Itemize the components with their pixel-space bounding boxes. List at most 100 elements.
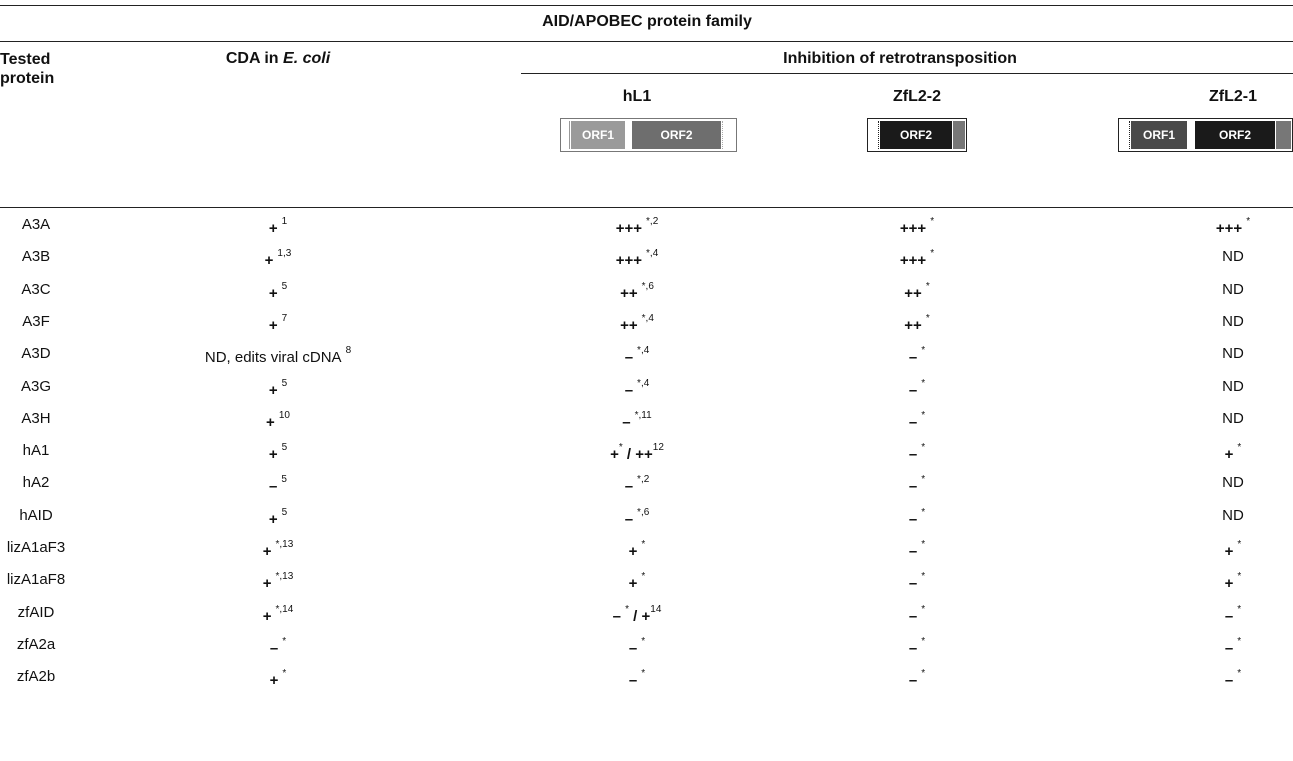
cda-value: + [268,220,278,237]
cda-value: + [268,285,278,302]
hl1-sup: 14 [650,604,662,615]
zfl21-cell: – * [1225,636,1241,657]
cda-value: – [269,478,278,495]
zfl22-cell: ++ * [904,281,929,302]
zfl22-superscript: * [921,636,926,647]
zfl22-superscript: * [925,313,930,324]
zfl21-cell: + * [1225,442,1242,463]
zfl21-superscript: * [1237,636,1242,647]
cda-value: + [268,317,278,334]
zfl22-superscript: * [921,474,926,485]
zfl22-value: – [908,672,918,689]
row-protein-label: hAID [19,507,53,524]
zfl22-value: – [908,575,918,592]
zfl21-value: – [1224,672,1234,689]
hl1-orf1-segment: ORF1 [571,121,625,149]
zfl22-value: – [908,640,918,657]
row-protein-label: A3A [21,216,51,233]
hl1-cell: ++ *,4 [620,313,654,334]
hl1-superscript: *,2 [637,474,650,485]
cda-value: + [266,414,275,431]
zfl22-superscript: * [921,410,926,421]
zfl21-superscript: * [1237,571,1242,582]
zfl21-orf2-label: ORF2 [1218,128,1251,142]
row-protein-label: A3C [21,281,51,298]
row-protein-label: A3G [20,378,52,395]
hl1-superscript: *,6 [641,281,654,292]
hl1-orf2-segment: ORF2 [632,121,721,149]
hl1-cell: – *,11 [622,410,651,431]
hl1-value: – [622,414,631,431]
hl1-left-utr [562,121,570,149]
hl1-value: – [624,349,634,366]
zfl22-superscript: * [925,281,930,292]
zfl21-value: ND [1222,248,1244,265]
header-bottom-rule [0,207,1293,208]
hl1-cell: – * [629,636,645,657]
zfl22-value: – [908,543,918,560]
zfl21-header: ZfL2-1 [1209,88,1257,105]
zfl21-superscript: * [1246,216,1251,227]
hl1-part: / ++ [622,446,653,463]
zfl21-value: + [1224,543,1234,560]
hl1-part: – [612,608,626,625]
zfl22-header: ZfL2-2 [893,88,941,105]
zfl22-cell: +++ * [900,216,934,237]
hl1-value: + [628,575,638,592]
hl1-cell: + * [629,539,646,560]
zfl21-value: – [1224,608,1234,625]
cda-header: CDA in E. coli [226,50,330,68]
cda-cell: + *,13 [263,571,294,592]
zfl22-cell: – * [909,571,925,592]
hl1-superscript: *,4 [637,345,650,356]
cda-value: + [262,543,272,560]
zfl22-superscript: * [921,604,926,615]
cda-cell: + * [270,668,287,689]
zfl22-value: – [908,608,918,625]
cda-cell: +5 [269,442,287,463]
zfl21-value: ND [1222,313,1244,330]
hl1-cell: +++ *,2 [616,216,659,237]
zfl22-cell: – * [909,636,925,657]
cda-superscript: 10 [278,410,290,421]
cda-superscript: 5 [281,442,288,453]
hl1-superscript: * [641,668,646,679]
zfl21-cell: ND [1222,345,1244,362]
zfl22-orf2-label: ORF2 [899,128,932,142]
zfl22-value: +++ [899,252,927,269]
zfl22-cell: – * [909,442,925,463]
hl1-superscript: *,6 [637,507,650,518]
cda-value: + [268,511,278,528]
cda-superscript: 7 [281,313,288,324]
row-protein-label: lizA1aF8 [6,571,66,588]
hl1-cell: +++ *,4 [616,248,659,269]
hl1-value: – [628,640,638,657]
cda-cell: +10 [266,410,290,431]
hl1-sup: * [618,442,623,453]
cda-cell: – * [270,636,286,657]
hl1-header: hL1 [622,88,652,105]
cda-superscript: 1 [281,216,288,227]
cda-value: + [269,672,279,689]
cda-superscript: *,13 [275,539,294,550]
hl1-superscript: *,11 [634,410,652,421]
cda-superscript: 5 [281,281,288,292]
cda-superscript: 5 [281,507,288,518]
hl1-value: – [628,672,638,689]
cda-value: + [268,382,278,399]
zfl21-cell: +++ * [1216,216,1250,237]
hl1-part: / + [629,608,651,625]
cda-superscript: 5 [281,378,288,389]
cda-superscript: 1,3 [277,248,292,259]
tested-protein-header: Tested protein [0,50,54,88]
hl1-value: – [624,382,634,399]
zfl22-cell: +++ * [900,248,934,269]
zfl21-value: + [1224,575,1234,592]
zfl22-cell: – * [909,474,925,495]
cda-superscript: * [282,668,287,679]
zfl22-value: ++ [904,317,922,334]
hl1-orf1-label: ORF1 [581,128,614,142]
zfl22-superscript: * [930,248,935,259]
hl1-superscript: *,4 [641,313,654,324]
cda-superscript: *,14 [275,604,294,615]
